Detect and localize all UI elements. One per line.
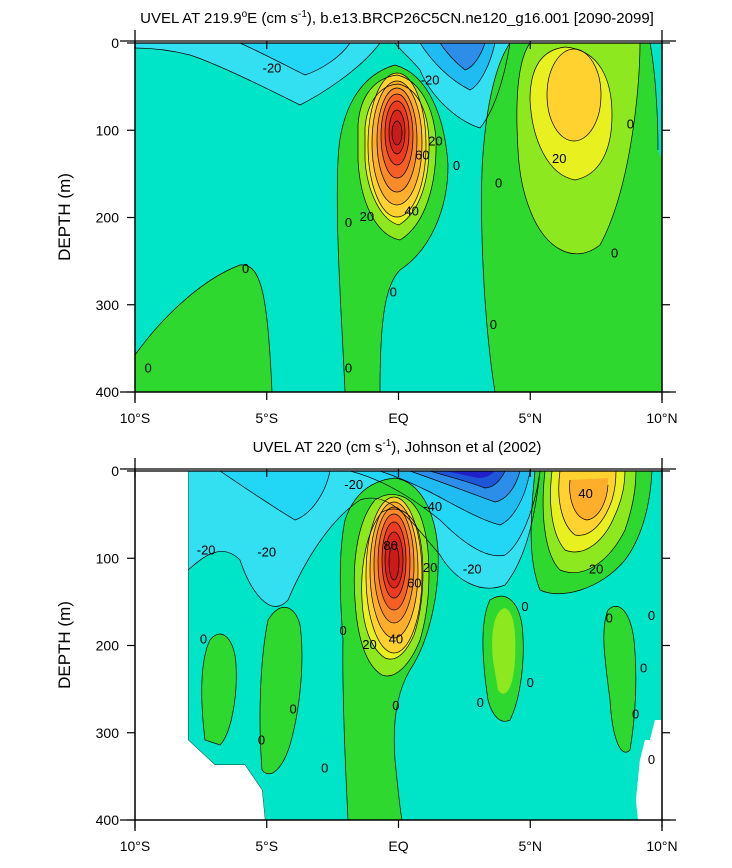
x-tick-label: 10°N	[646, 410, 677, 426]
contour-label: 0	[648, 752, 655, 767]
contour-label: 0	[453, 158, 460, 173]
contour-label: 0	[640, 660, 647, 675]
panel-1-title: UVEL AT 219.9oE (cm s-1), b.e13.BRCP26C5…	[140, 9, 654, 27]
y-tick-label: 200	[96, 638, 120, 654]
contour-label: -20	[263, 60, 282, 75]
contour-label: 40	[578, 486, 592, 501]
contour-label: -20	[344, 477, 363, 492]
contour-label: -40	[423, 499, 442, 514]
y-tick-label: 100	[96, 550, 120, 566]
panel-1-contour-field: -20 -20 0 0 0 0 0 0 0 0 0 0 20 20 20 40 60	[135, 43, 662, 392]
contour-label: 0	[345, 361, 352, 376]
panel-1: UVEL AT 219.9oE (cm s-1), b.e13.BRCP26C5…	[55, 9, 678, 426]
contour-label: 20	[423, 560, 437, 575]
x-tick-label: 10°S	[120, 838, 151, 854]
contour-label: 40	[389, 632, 403, 647]
contour-label: -20	[463, 562, 482, 577]
panel-1-y-axis-label: DEPTH (m)	[55, 173, 74, 261]
contour-label: 0	[242, 261, 249, 276]
x-tick-label: 5°S	[255, 410, 278, 426]
contour-label: 0	[606, 611, 613, 626]
x-tick-label: 5°N	[519, 838, 543, 854]
x-tick-label: 10°N	[646, 838, 677, 854]
x-tick-label: EQ	[388, 838, 408, 854]
y-tick-label: 300	[96, 297, 120, 313]
contour-label: 40	[404, 204, 418, 219]
contour-label: 0	[495, 176, 502, 191]
contour-label: 0	[340, 623, 347, 638]
x-tick-label: EQ	[388, 410, 408, 426]
contour-label: 0	[289, 701, 296, 716]
panel-2-title: UVEL AT 220 (cm s-1), Johnson et al (200…	[253, 438, 542, 456]
y-tick-label: 400	[96, 384, 120, 400]
y-tick-label: 400	[96, 812, 120, 828]
contour-label: 60	[415, 148, 429, 163]
x-tick-label: 10°S	[120, 410, 151, 426]
contour-label: 0	[627, 116, 634, 131]
contour-label: 0	[345, 215, 352, 230]
contour-label: 20	[360, 209, 374, 224]
contour-label: 0	[390, 285, 397, 300]
contour-label: -20	[257, 544, 276, 559]
contour-label: 0	[477, 695, 484, 710]
contour-label: 0	[611, 245, 618, 260]
contour-label: 20	[589, 562, 603, 577]
x-tick-label: 5°N	[519, 410, 543, 426]
contour-label: -20	[197, 543, 216, 558]
contour-label: 0	[200, 632, 207, 647]
y-tick-label: 0	[111, 35, 119, 51]
y-tick-label: 300	[96, 725, 120, 741]
contour-label: 0	[632, 707, 639, 722]
contour-label: -20	[421, 73, 440, 88]
contour-label: 80	[383, 538, 397, 553]
contour-label: 0	[648, 608, 655, 623]
contour-label: 0	[521, 599, 528, 614]
contour-label: 0	[145, 361, 152, 376]
panel-2: UVEL AT 220 (cm s-1), Johnson et al (200…	[55, 438, 678, 854]
panel-2-y-axis-label: DEPTH (m)	[55, 601, 74, 689]
y-tick-label: 0	[111, 463, 119, 479]
contour-label: 60	[407, 576, 421, 591]
contour-label: 0	[490, 317, 497, 332]
contour-label: 0	[258, 733, 265, 748]
contour-label: 20	[428, 134, 442, 149]
contour-label: 0	[321, 761, 328, 776]
y-tick-label: 100	[96, 122, 120, 138]
x-tick-label: 5°S	[255, 838, 278, 854]
contour-label: 0	[527, 675, 534, 690]
contour-label: 20	[552, 151, 566, 166]
panel-1-contour-labels: -20 -20 0 0 0 0 0 0 0 0 0 0 20 20 20 40 60	[145, 60, 634, 375]
y-tick-label: 200	[96, 210, 120, 226]
contour-label: 0	[392, 698, 399, 713]
contour-label: 20	[362, 637, 376, 652]
